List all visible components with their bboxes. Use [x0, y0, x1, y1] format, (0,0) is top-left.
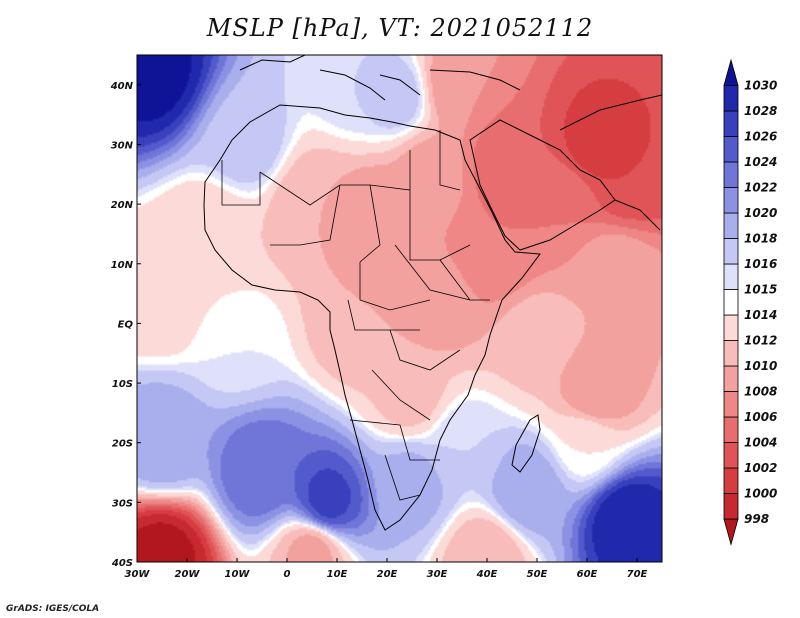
- pressure-field-image: [137, 55, 662, 562]
- colorbar-swatch: [723, 493, 739, 520]
- colorbar-swatch: [723, 365, 739, 392]
- colorbar-label: 1012: [744, 334, 777, 348]
- y-tick-label: 40S: [111, 558, 133, 569]
- colorbar-label: 998: [744, 512, 769, 526]
- africa-coastline: [203, 104, 541, 531]
- x-tick-label: 70E: [627, 569, 648, 580]
- colorbar-label: 1014: [744, 308, 777, 322]
- x-tick-label: 10W: [225, 569, 251, 580]
- colorbar-swatch: [723, 518, 739, 547]
- colorbar-label: 1004: [744, 436, 777, 450]
- x-tick-label: 30E: [427, 569, 448, 580]
- x-tick-label: 10E: [327, 569, 348, 580]
- colorbar-swatch: [723, 391, 739, 418]
- x-axis-ticks: 30W 20W 10W 0 10E 20E 30E 40E 50E 60E 70E: [125, 558, 648, 580]
- colorbar-label: 1006: [744, 410, 777, 424]
- colorbar-label: 1022: [744, 181, 777, 195]
- colorbar-swatch: [723, 467, 739, 494]
- colorbar-swatch: [723, 340, 739, 367]
- coastlines-and-borders: [203, 55, 662, 531]
- colorbar-swatch: [723, 110, 739, 137]
- y-tick-label: 20S: [112, 439, 133, 450]
- x-tick-label: 0: [284, 569, 291, 580]
- y-axis-ticks: 40N 30N 20N 10N EQ 10S 20S 30S 40S: [110, 81, 141, 569]
- colorbar: 998 1000 1002 1004 1006 1008 1010 1012 1014 1015 1…: [723, 58, 777, 547]
- colorbar-label: 1024: [744, 155, 777, 169]
- colorbar-swatch: [723, 442, 739, 469]
- y-tick-label: 10N: [111, 260, 134, 271]
- plot-frame: [136, 54, 663, 563]
- x-tick-label: 30W: [125, 569, 151, 580]
- colorbar-swatch: [723, 416, 739, 443]
- pressure-field: [137, 55, 662, 562]
- colorbar-swatch: [723, 238, 739, 265]
- y-tick-label: EQ: [118, 319, 134, 330]
- asia-coastline: [559, 94, 662, 231]
- y-tick-label: 40N: [110, 81, 134, 92]
- colorbar-label: 1008: [744, 385, 777, 399]
- map-title: MSLP [hPa], VT: 2021052112: [206, 14, 594, 42]
- y-tick-label: 10S: [112, 379, 133, 390]
- grads-credit: GrADS: IGES/COLA: [6, 604, 100, 614]
- colorbar-swatch: [723, 136, 739, 163]
- colorbar-label: 1010: [744, 359, 777, 373]
- colorbar-label: 1018: [744, 232, 777, 246]
- madagascar-coastline: [511, 414, 541, 473]
- colorbar-swatch: [723, 58, 739, 86]
- x-tick-label: 50E: [527, 569, 548, 580]
- colorbar-swatch: [723, 161, 739, 188]
- colorbar-swatch: [723, 289, 739, 316]
- colorbar-label: 1016: [744, 257, 777, 271]
- x-tick-label: 20W: [175, 569, 201, 580]
- colorbar-label: 1020: [744, 206, 777, 220]
- colorbar-label: 1030: [744, 79, 777, 93]
- colorbar-swatch: [723, 187, 739, 214]
- colorbar-swatch: [723, 314, 739, 341]
- y-tick-label: 30S: [112, 498, 133, 509]
- colorbar-label: 1028: [744, 104, 777, 118]
- colorbar-swatch: [723, 263, 739, 290]
- x-tick-label: 40E: [476, 569, 498, 580]
- x-tick-label: 60E: [577, 569, 598, 580]
- colorbar-label: 1002: [744, 461, 777, 475]
- x-tick-label: 20E: [377, 569, 398, 580]
- y-tick-label: 20N: [111, 200, 134, 211]
- colorbar-label: 1015: [744, 283, 777, 297]
- colorbar-swatch: [723, 85, 739, 112]
- europe-coastline: [239, 55, 521, 101]
- colorbar-label: 1000: [744, 487, 777, 501]
- country-borders: [221, 130, 490, 501]
- y-tick-label: 30N: [111, 140, 134, 151]
- arabia-coastline: [469, 119, 616, 251]
- colorbar-swatch: [723, 212, 739, 239]
- colorbar-label: 1026: [744, 130, 777, 144]
